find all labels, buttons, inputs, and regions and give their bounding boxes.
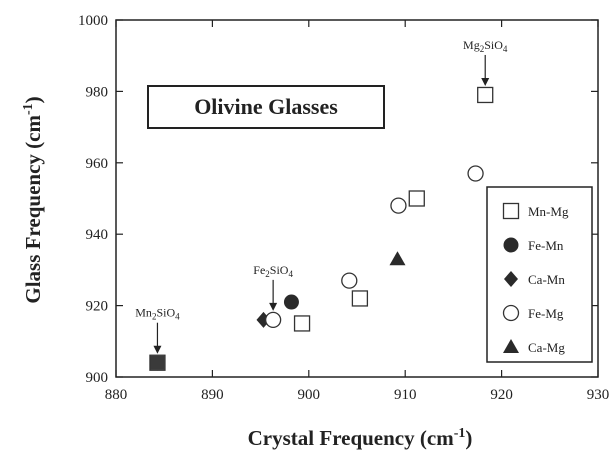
plot-border (115, 19, 599, 378)
arrow-head (269, 302, 278, 311)
data-point-fe-mg (341, 272, 358, 289)
y-tick-label: 960 (86, 156, 109, 172)
data-point-fe-mg (264, 311, 282, 329)
chart-title-box: Olivine Glasses (147, 85, 385, 129)
arrow-head (481, 77, 490, 86)
axis-ticks: 880 890 900 910 920 930 900 920 940 960 980 1000 (78, 13, 609, 403)
chart-title: Olivine Glasses (194, 94, 338, 119)
legend-label: Fe-Mg (528, 306, 564, 321)
y-axis-title: Glass Frequency (cm-1) (21, 96, 45, 303)
legend-marker (502, 304, 520, 322)
legend: Mn-Mg Fe-Mn Ca-Mn Fe-Mg Ca-Mg (486, 186, 593, 363)
x-axis-title: Crystal Frequency (cm-1) (248, 426, 473, 450)
data-points (149, 86, 494, 371)
compound-label: Mn2SiO4 (135, 306, 180, 322)
y-tick-label: 1000 (78, 13, 108, 29)
x-tick-label: 920 (490, 387, 513, 403)
overlap-cluster (150, 355, 165, 370)
x-tick-label: 900 (298, 387, 321, 403)
legend-marker (504, 271, 518, 287)
y-tick-label: 920 (86, 299, 109, 315)
legend-marker (503, 237, 519, 253)
x-tick-label: 880 (105, 387, 128, 403)
y-tick-label: 900 (86, 370, 109, 386)
data-point-mn-mg (477, 86, 494, 104)
data-point-fe-mn (283, 294, 299, 310)
annotations: Mg2SiO4 Fe2SiO4 Mn2SiO4 (135, 38, 508, 354)
legend-label: Ca-Mn (528, 272, 565, 287)
legend-marker (502, 202, 520, 220)
y-tick-label: 940 (86, 227, 109, 243)
plot-area (115, 19, 599, 378)
legend-label: Ca-Mg (528, 340, 565, 355)
data-point-ca-mg (389, 251, 406, 266)
legend-label: Fe-Mn (528, 238, 564, 253)
data-point-fe-mg (467, 165, 484, 182)
y-tick-label: 980 (86, 84, 109, 100)
legend-marker (503, 339, 519, 353)
x-tick-label: 890 (201, 387, 224, 403)
x-tick-label: 910 (394, 387, 417, 403)
compound-label: Fe2SiO4 (253, 263, 293, 279)
compound-label: Mg2SiO4 (463, 38, 508, 54)
data-point-mn-mg (351, 290, 369, 307)
data-point-mn-mg (408, 190, 425, 207)
data-point-fe-mg (390, 197, 407, 214)
arrow-head (153, 345, 162, 354)
legend-label: Mn-Mg (528, 204, 569, 219)
x-tick-label: 930 (587, 387, 610, 403)
data-point-mn-mg (293, 315, 311, 332)
